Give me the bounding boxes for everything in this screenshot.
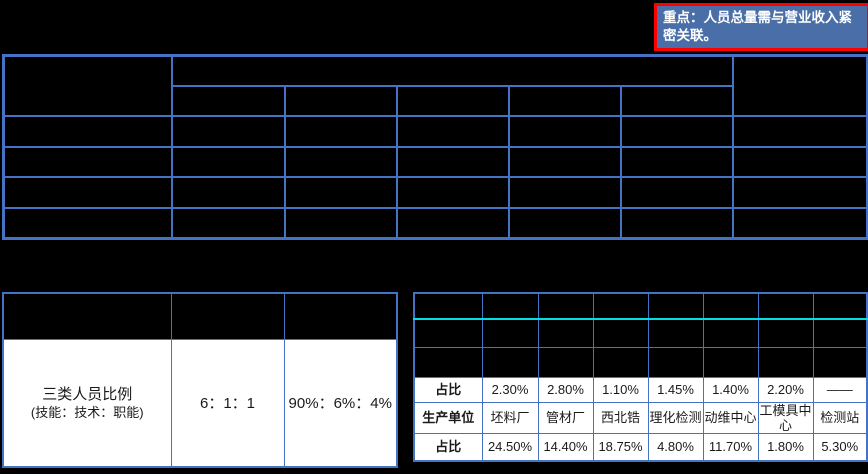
empty-cell: [757, 292, 814, 320]
empty-cell: [812, 292, 868, 320]
empty-cell: [283, 84, 398, 117]
empty-cell: [619, 84, 734, 117]
empty-cell: [702, 346, 759, 378]
empty-cell: [507, 175, 622, 209]
empty-cell: [647, 318, 704, 348]
empty-cell: [757, 318, 814, 348]
share-value: 1.10%: [592, 376, 649, 403]
share-value: 2.80%: [537, 376, 594, 403]
personnel-ratio-table: 三类人员比例 (技能：技术：职能) 6：1：1 90%：6%：4%: [2, 292, 398, 468]
empty-cell: [2, 292, 172, 340]
empty-cell: [537, 346, 594, 378]
empty-cell: [619, 175, 734, 209]
share-value: 5.30%: [812, 432, 868, 462]
empty-cell: [812, 318, 868, 348]
empty-cell: [2, 175, 173, 209]
share-value: 2.30%: [481, 376, 539, 403]
empty-cell: [283, 114, 398, 148]
empty-cell: [592, 318, 649, 348]
row-label-share: 占比: [413, 376, 483, 403]
empty-cell: [395, 175, 510, 209]
empty-cell: [170, 145, 286, 178]
empty-cell: [170, 84, 286, 117]
empty-cell: [2, 206, 173, 240]
row-label-units: 生产单位: [413, 401, 483, 434]
empty-cell: [170, 206, 286, 240]
ratio-title: 三类人员比例: [42, 385, 133, 403]
empty-cell: [702, 318, 759, 348]
empty-cell: [619, 206, 734, 240]
unit-name: 西北锆: [592, 401, 649, 434]
percent-value-cell: 90%：6%：4%: [283, 338, 398, 468]
unit-name: 理化检测: [647, 401, 704, 434]
empty-cell: [619, 114, 734, 148]
empty-cell: [507, 84, 622, 117]
unit-name: 动维中心: [702, 401, 759, 434]
ratio-title-cell: 三类人员比例 (技能：技术：职能): [2, 338, 172, 468]
empty-cell: [592, 346, 649, 378]
empty-cell: [395, 206, 510, 240]
empty-cell: [170, 175, 286, 209]
empty-cell: [283, 206, 398, 240]
share-value: 11.70%: [702, 432, 759, 462]
empty-cell: [731, 54, 868, 117]
share-value: 1.80%: [757, 432, 814, 462]
empty-cell: [731, 114, 868, 148]
empty-cell: [647, 346, 704, 378]
share-value: 1.45%: [647, 376, 704, 403]
empty-cell: [619, 145, 734, 178]
share-value: 18.75%: [592, 432, 649, 462]
empty-cell: [2, 145, 173, 178]
unit-name: 坯料厂: [481, 401, 539, 434]
empty-cell: [481, 318, 539, 348]
empty-cell: [647, 292, 704, 320]
empty-cell: [413, 292, 483, 320]
empty-cell: [413, 346, 483, 378]
empty-cell: [507, 114, 622, 148]
key-point-callout: 重点：人员总量需与营业收入紧密关联。: [654, 3, 868, 51]
empty-cell: [507, 145, 622, 178]
ratio-value-cell: 6：1：1: [170, 338, 285, 468]
share-value: 2.20%: [757, 376, 814, 403]
empty-cell: [170, 292, 285, 340]
top-summary-table: [2, 54, 868, 240]
empty-cell: [702, 292, 759, 320]
empty-cell: [757, 346, 814, 378]
empty-cell: [481, 292, 539, 320]
empty-cell: [812, 346, 868, 378]
share-value: 1.40%: [702, 376, 759, 403]
empty-cell: [537, 318, 594, 348]
empty-cell: [413, 318, 483, 348]
empty-cell: [537, 292, 594, 320]
share-value: 24.50%: [481, 432, 539, 462]
share-value: ——: [812, 376, 868, 403]
callout-text: 重点：人员总量需与营业收入紧密关联。: [663, 10, 852, 43]
ratio-subtitle: (技能：技术：职能): [30, 404, 144, 420]
share-value: 4.80%: [647, 432, 704, 462]
empty-cell: [170, 114, 286, 148]
empty-cell: [170, 54, 734, 87]
empty-cell: [2, 54, 173, 117]
empty-cell: [731, 206, 868, 240]
empty-cell: [507, 206, 622, 240]
empty-cell: [395, 114, 510, 148]
empty-cell: [283, 145, 398, 178]
unit-name: 工模具中心: [757, 401, 814, 434]
empty-cell: [481, 346, 539, 378]
production-units-table: 占比 2.30% 2.80% 1.10% 1.45% 1.40% 2.20% —…: [413, 292, 868, 462]
row-label-share: 占比: [413, 432, 483, 462]
empty-cell: [2, 114, 173, 148]
empty-cell: [395, 145, 510, 178]
empty-cell: [395, 84, 510, 117]
empty-cell: [283, 175, 398, 209]
empty-cell: [283, 292, 398, 340]
empty-cell: [592, 292, 649, 320]
share-value: 14.40%: [537, 432, 594, 462]
empty-cell: [731, 175, 868, 209]
unit-name: 管材厂: [537, 401, 594, 434]
empty-cell: [731, 145, 868, 178]
unit-name: 检测站: [812, 401, 868, 434]
